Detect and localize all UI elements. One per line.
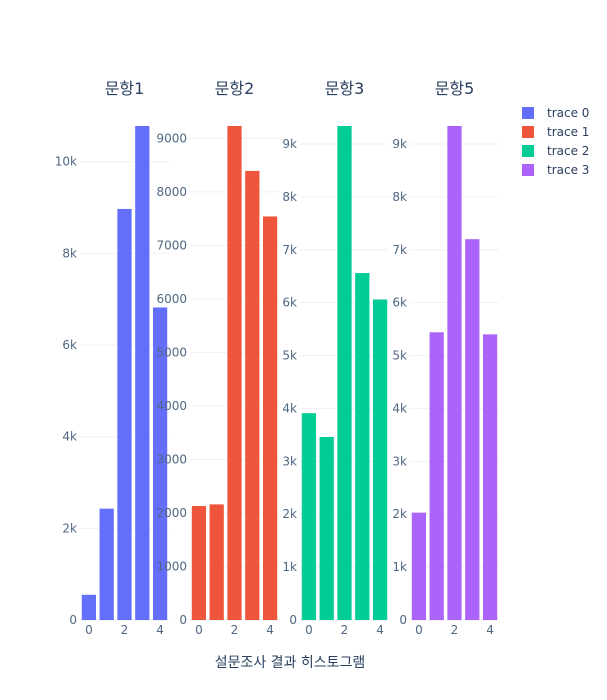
bar[interactable]	[319, 436, 334, 620]
y-tick-label: 6k	[392, 296, 407, 310]
x-tick-label: 0	[415, 623, 423, 637]
x-tick-label: 4	[376, 623, 384, 637]
subplot-title: 문항2	[215, 79, 255, 98]
bar[interactable]	[262, 216, 278, 621]
y-tick-label: 6k	[282, 296, 297, 310]
bar[interactable]	[99, 508, 114, 620]
legend-item[interactable]: trace 1	[522, 125, 589, 139]
x-tick-label: 2	[341, 623, 349, 637]
bar[interactable]	[372, 299, 388, 620]
legend-item[interactable]: trace 3	[522, 163, 589, 177]
bar[interactable]	[337, 126, 352, 620]
y-tick-label: 3k	[282, 454, 297, 468]
x-tick-label: 4	[486, 623, 494, 637]
y-tick-label: 4k	[282, 401, 297, 415]
y-tick-label: 8k	[392, 190, 407, 204]
y-tick-label: 9k	[282, 137, 297, 151]
bar[interactable]	[191, 506, 207, 620]
x-tick-label: 0	[305, 623, 313, 637]
legend-swatch	[522, 107, 534, 119]
y-tick-label: 4k	[62, 430, 77, 444]
y-tick-label: 6k	[62, 338, 77, 352]
y-tick-label: 5k	[392, 349, 407, 363]
x-tick-label: 2	[121, 623, 129, 637]
panel-2: 0 1000 2000 3000 4000 5000 6000 7000 8000 9000 0 2 4…	[156, 79, 279, 637]
y-tick-label: 4k	[392, 401, 407, 415]
bar[interactable]	[152, 307, 168, 620]
bar[interactable]	[411, 512, 427, 620]
y-tick-label: 0	[399, 613, 407, 627]
y-tick-label: 8k	[62, 246, 77, 260]
legend-swatch	[522, 145, 534, 157]
y-tick-label: 9000	[156, 131, 187, 145]
x-tick-label: 2	[451, 623, 459, 637]
x-tick-label: 4	[266, 623, 274, 637]
bar[interactable]	[465, 239, 480, 621]
panel-4: 0 1k 2k 3k 4k 5k 6k 7k 8k 9k 0 2 4 문항5	[392, 79, 499, 637]
y-tick-label: 0	[179, 613, 187, 627]
y-tick-label: 5k	[282, 349, 297, 363]
bar[interactable]	[429, 332, 444, 620]
y-tick-label: 1000	[156, 559, 187, 573]
y-tick-label: 5000	[156, 345, 187, 359]
y-tick-label: 6000	[156, 292, 187, 306]
legend[interactable]: trace 0 trace 1 trace 2 trace 3	[522, 106, 589, 177]
legend-label: trace 0	[547, 106, 589, 120]
x-tick-label: 2	[231, 623, 239, 637]
bar[interactable]	[81, 594, 97, 620]
y-tick-label: 0	[69, 613, 77, 627]
bar[interactable]	[355, 273, 370, 620]
x-tick-label: 4	[156, 623, 164, 637]
y-tick-label: 2k	[62, 521, 77, 535]
y-tick-label: 2k	[392, 507, 407, 521]
y-tick-label: 2000	[156, 506, 187, 520]
y-tick-label: 3k	[392, 454, 407, 468]
legend-label: trace 2	[547, 144, 589, 158]
bar[interactable]	[135, 126, 150, 620]
y-tick-label: 7k	[392, 243, 407, 257]
bar[interactable]	[117, 208, 132, 620]
x-tick-label: 0	[85, 623, 93, 637]
y-tick-label: 1k	[282, 560, 297, 574]
y-tick-label: 8000	[156, 185, 187, 199]
y-tick-label: 10k	[55, 155, 77, 169]
y-tick-label: 3000	[156, 452, 187, 466]
y-tick-label: 7000	[156, 238, 187, 252]
panel-3: 0 1k 2k 3k 4k 5k 6k 7k 8k 9k 0 2 4 문항3	[282, 79, 389, 637]
subplot-title: 문항3	[325, 79, 365, 98]
legend-label: trace 3	[547, 163, 589, 177]
y-tick-label: 9k	[392, 137, 407, 151]
x-axis-title: 설문조사 결과 히스토그램	[215, 655, 366, 671]
legend-label: trace 1	[547, 125, 589, 139]
bar[interactable]	[227, 126, 242, 620]
y-tick-label: 7k	[282, 243, 297, 257]
bar[interactable]	[447, 126, 462, 620]
y-tick-label: 0	[289, 613, 297, 627]
y-tick-label: 1k	[392, 560, 407, 574]
legend-item[interactable]: trace 0	[522, 106, 589, 120]
legend-item[interactable]: trace 2	[522, 144, 589, 158]
y-tick-label: 4000	[156, 399, 187, 413]
subplot-title: 문항5	[435, 79, 475, 98]
y-tick-label: 2k	[282, 507, 297, 521]
y-tick-label: 8k	[282, 190, 297, 204]
panel-1: 0 2k 4k 6k 8k 10k 0 2 4 문항1	[55, 79, 169, 637]
legend-swatch	[522, 126, 534, 138]
bar[interactable]	[245, 170, 260, 620]
bar[interactable]	[482, 334, 498, 620]
bar[interactable]	[301, 413, 317, 620]
x-tick-label: 0	[195, 623, 203, 637]
subplot-title: 문항1	[105, 79, 145, 98]
bar[interactable]	[209, 504, 224, 620]
legend-swatch	[522, 164, 534, 176]
